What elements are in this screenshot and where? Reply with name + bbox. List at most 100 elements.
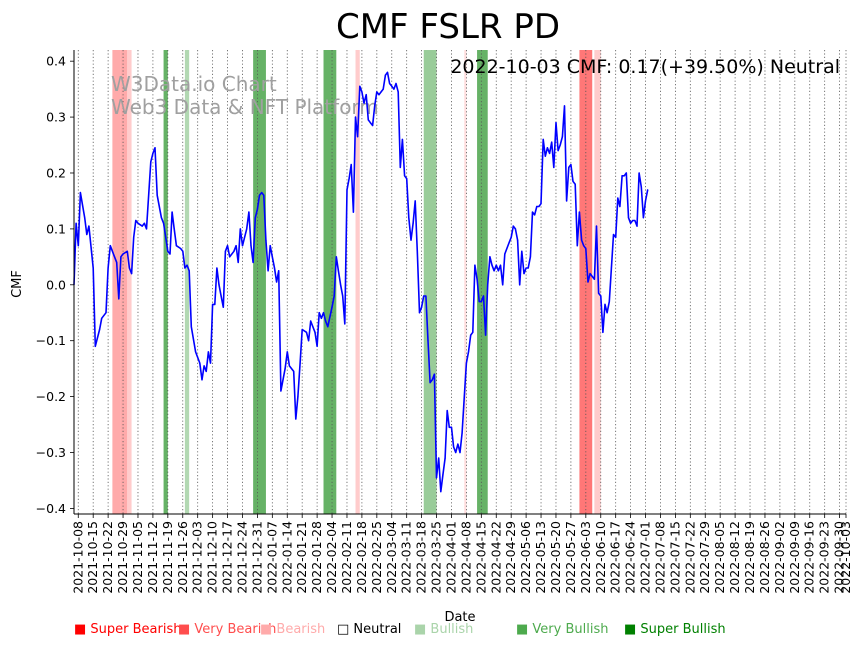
shaded-region-1	[120, 50, 128, 514]
shaded-region-2	[127, 50, 132, 514]
shaded-region-0	[112, 50, 121, 514]
data-point	[510, 236, 512, 238]
data-point	[612, 233, 615, 236]
data-point	[275, 281, 278, 283]
data-point	[135, 219, 137, 222]
data-point	[350, 164, 352, 166]
data-point	[401, 138, 404, 141]
data-point	[527, 267, 529, 269]
data-point	[598, 292, 600, 294]
data-point	[448, 426, 450, 428]
data-point	[307, 340, 310, 342]
data-point	[566, 200, 568, 202]
x-tick-label: 2022-07-22	[682, 521, 697, 594]
series-line	[73, 71, 649, 493]
data-point	[297, 396, 299, 398]
data-point	[467, 351, 470, 353]
legend: ■ Super Bearish■ Very Bearish■ Bearish □ …	[74, 622, 726, 637]
data-point	[301, 328, 303, 331]
data-point	[491, 264, 493, 266]
x-tick-label: 2021-10-15	[85, 521, 100, 594]
data-point	[374, 105, 376, 107]
x-tick-label: 2021-11-26	[175, 521, 190, 594]
data-point	[608, 300, 610, 303]
data-point	[320, 317, 322, 319]
data-point	[207, 351, 209, 353]
data-point	[88, 225, 90, 227]
x-tick-label: 2022-09-09	[787, 521, 802, 594]
data-point	[254, 217, 256, 219]
data-point	[190, 326, 192, 328]
data-point	[382, 88, 384, 90]
data-point	[495, 264, 497, 266]
data-point	[431, 379, 433, 381]
y-tick-label: 0.3	[46, 110, 66, 125]
data-point	[369, 122, 372, 124]
data-point	[201, 379, 203, 381]
y-ticks: −0.4 −0.3 −0.2 −0.1 0.0 0.1 0.2 0.3 0.4	[36, 54, 74, 516]
data-point	[502, 284, 504, 286]
data-point	[416, 250, 418, 252]
data-point	[246, 228, 248, 230]
data-point	[363, 102, 365, 104]
x-tick-label: 2022-05-20	[548, 521, 563, 594]
data-point	[482, 295, 485, 297]
x-tick-label: 2021-12-24	[234, 521, 249, 594]
x-tick-label: 2022-09-16	[802, 521, 817, 594]
data-point	[531, 211, 534, 213]
data-point	[459, 451, 461, 454]
data-point	[423, 295, 425, 297]
data-point	[267, 270, 269, 272]
data-point	[118, 298, 120, 300]
data-point	[286, 351, 288, 353]
data-point	[339, 284, 342, 286]
data-point	[457, 443, 459, 445]
x-tick-label: 2022-04-22	[488, 521, 503, 594]
data-point	[593, 278, 595, 280]
data-point	[425, 295, 427, 297]
data-point	[380, 91, 382, 93]
data-point	[589, 273, 591, 275]
y-tick-label: 0.0	[46, 277, 66, 292]
data-point	[529, 256, 531, 258]
data-point	[241, 245, 244, 247]
data-point	[384, 74, 386, 76]
data-point	[269, 245, 271, 247]
x-tick-label: 2021-10-08	[70, 521, 85, 594]
data-point	[182, 250, 184, 252]
data-point	[107, 267, 109, 269]
x-tick-label: 2022-09-30	[832, 521, 847, 594]
data-point	[218, 284, 220, 286]
x-tick-label: 2022-02-11	[339, 521, 354, 594]
data-point	[133, 236, 135, 238]
data-point	[397, 91, 399, 93]
data-point	[604, 303, 606, 305]
data-point	[94, 345, 96, 347]
x-axis-label: Date	[444, 610, 475, 625]
y-tick-label: 0.1	[46, 221, 66, 236]
y-tick-label: 0.4	[46, 54, 66, 69]
data-point	[440, 491, 442, 493]
data-point	[619, 205, 621, 208]
shaded-region-9	[464, 50, 467, 514]
data-point	[248, 211, 250, 213]
data-point	[171, 211, 173, 213]
data-point	[461, 432, 463, 434]
data-point	[499, 264, 502, 266]
data-point	[116, 261, 118, 264]
data-point	[463, 396, 465, 398]
data-point	[470, 334, 472, 336]
data-point	[574, 183, 576, 185]
y-tick-label: 0.2	[46, 165, 66, 180]
data-point	[278, 270, 280, 272]
data-point	[427, 340, 429, 342]
x-tick-label: 2022-09-02	[772, 521, 787, 594]
data-point	[429, 382, 431, 384]
x-ticks: 2021-10-08 2021-10-15 2021-10-22 2021-10-29…	[70, 514, 853, 594]
data-point	[399, 166, 401, 168]
data-point	[220, 295, 222, 297]
data-point	[280, 390, 282, 392]
data-point	[331, 306, 333, 308]
data-point	[621, 175, 623, 177]
